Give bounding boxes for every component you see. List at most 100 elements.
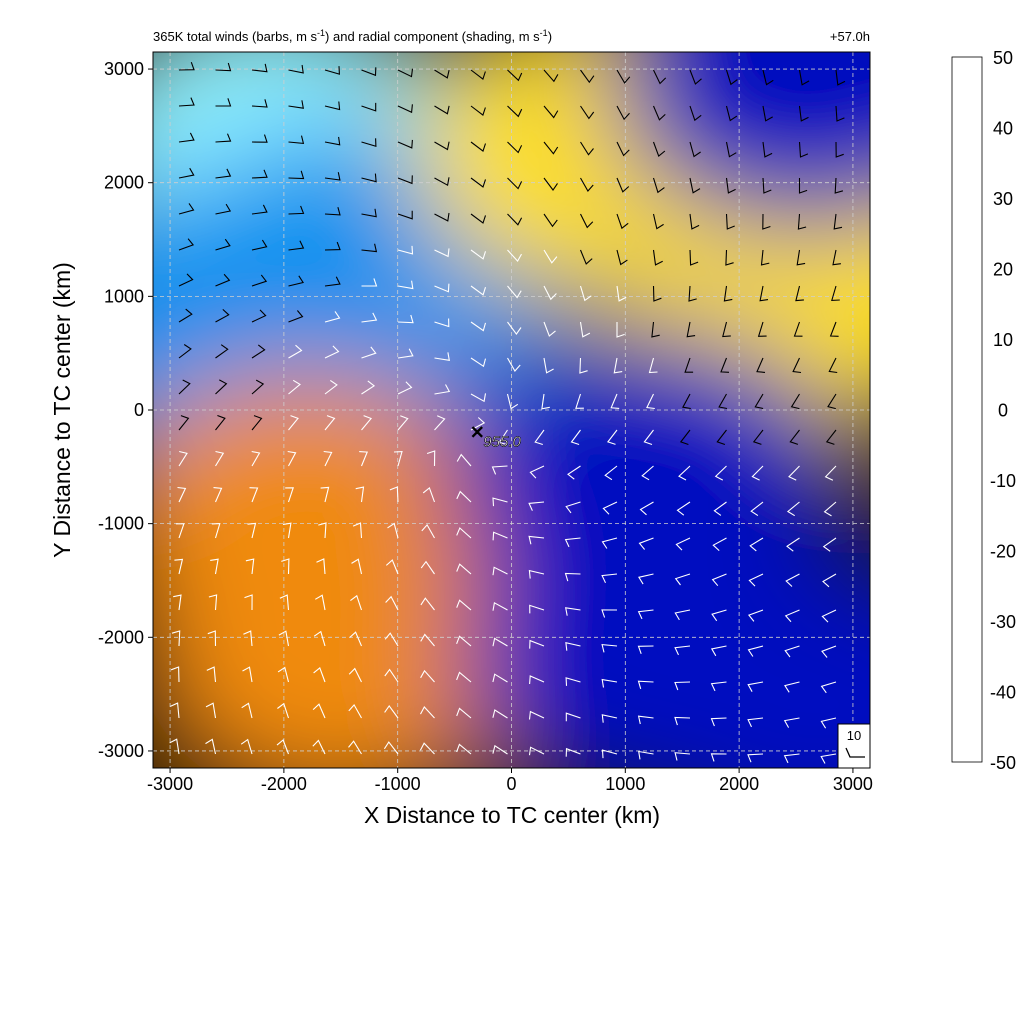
wind-barb	[528, 746, 545, 756]
wind-barb	[783, 753, 800, 764]
wind-barb	[821, 609, 837, 623]
y-axis: -3000 -2000 -1000 0 1000 2000 3000	[98, 59, 153, 761]
wind-barb	[288, 135, 305, 145]
wind-barb	[686, 321, 696, 338]
wind-barb	[178, 308, 193, 323]
wind-barb	[470, 321, 487, 332]
wind-barb	[240, 738, 253, 755]
wind-barb	[601, 573, 618, 584]
wind-barb	[616, 249, 628, 266]
wind-barb	[534, 429, 545, 446]
wind-barb	[434, 283, 450, 293]
tc-center-x-icon: ✕	[470, 423, 485, 443]
wind-barb	[456, 490, 472, 503]
wind-barb	[287, 450, 297, 467]
y-tick-label: 3000	[104, 59, 144, 79]
wind-barb	[674, 681, 691, 691]
wind-barb	[361, 278, 378, 287]
wind-barb	[315, 594, 326, 611]
wind-barb	[361, 243, 378, 253]
wind-barb	[579, 285, 592, 302]
wind-barb	[312, 739, 326, 755]
wind-barb	[796, 249, 806, 266]
wind-barb	[470, 105, 486, 117]
wind-barb	[786, 501, 800, 517]
wind-barb	[349, 631, 363, 647]
wind-barb	[784, 681, 800, 693]
wind-barb	[492, 566, 508, 576]
wind-barb	[288, 64, 304, 74]
wind-barb	[288, 310, 304, 323]
wind-barb	[710, 645, 727, 657]
wind-barb	[361, 138, 377, 148]
wind-barb	[177, 486, 187, 503]
wind-barb	[798, 69, 810, 86]
y-tick-label: -2000	[98, 627, 144, 647]
chart-title: 365K total winds (barbs, m s-1) and radi…	[153, 28, 552, 44]
wind-barb	[637, 609, 654, 620]
wind-barb	[242, 666, 253, 683]
wind-barb	[178, 62, 195, 71]
colorbar-tick-label: 50	[993, 48, 1013, 68]
wind-barb	[564, 537, 581, 548]
wind-barb	[470, 69, 486, 81]
wind-barb	[215, 133, 232, 143]
wind-barb	[725, 213, 735, 230]
wind-barb	[241, 702, 253, 719]
colorbar-tick-label: -10	[990, 471, 1016, 491]
wind-barb	[529, 604, 545, 614]
wind-barb	[397, 415, 409, 431]
wind-barb	[470, 285, 487, 296]
wind-barb	[498, 429, 508, 446]
wind-barb	[434, 177, 450, 187]
wind-barb	[543, 249, 558, 264]
wind-barb	[601, 537, 618, 549]
wind-barb	[651, 321, 660, 338]
wind-barb	[312, 703, 326, 719]
colorbar-tick-label: 10	[993, 330, 1013, 350]
wind-barb	[389, 486, 399, 503]
wind-barb	[178, 379, 191, 395]
wind-barb	[507, 213, 523, 226]
y-tick-label: 1000	[104, 286, 144, 306]
wind-barb	[324, 101, 341, 111]
wind-barb	[420, 669, 435, 683]
wind-barb	[383, 741, 399, 755]
wind-barb	[756, 357, 766, 373]
wind-barb	[580, 105, 595, 120]
shading-region-7	[153, 510, 541, 768]
wind-barb	[244, 594, 253, 611]
wind-barb	[507, 357, 521, 372]
wind-barb	[637, 680, 654, 690]
y-tick-label: -1000	[98, 514, 144, 534]
wind-barb	[215, 344, 229, 359]
wind-barb	[215, 203, 232, 215]
x-tick-label: -2000	[261, 774, 307, 794]
wind-barb	[384, 704, 399, 719]
wind-barb	[784, 645, 800, 658]
wind-barb	[434, 415, 446, 431]
y-axis-label: Y Distance to TC center (km)	[49, 262, 75, 558]
wind-barb	[786, 537, 800, 552]
wind-barb	[827, 393, 837, 410]
wind-barb	[792, 357, 802, 374]
wind-barb	[725, 69, 738, 86]
wind-barb	[682, 393, 691, 410]
wind-barb	[762, 177, 772, 194]
wind-barb	[564, 572, 581, 582]
wind-barb	[211, 523, 221, 539]
wind-barb	[178, 238, 195, 251]
wind-barb	[277, 702, 290, 719]
colorbar-tick-label: 30	[993, 189, 1013, 209]
wind-barb	[675, 537, 691, 551]
wind-barb	[616, 177, 630, 193]
wind-barb	[676, 501, 691, 516]
wind-barb	[529, 639, 545, 649]
wind-barb	[507, 321, 522, 336]
wind-barb	[397, 348, 414, 359]
wind-barb	[282, 522, 292, 539]
wind-barb	[565, 607, 581, 616]
y-tick-label: 0	[134, 400, 144, 420]
wind-barb	[725, 249, 734, 266]
wind-barb	[579, 249, 593, 265]
